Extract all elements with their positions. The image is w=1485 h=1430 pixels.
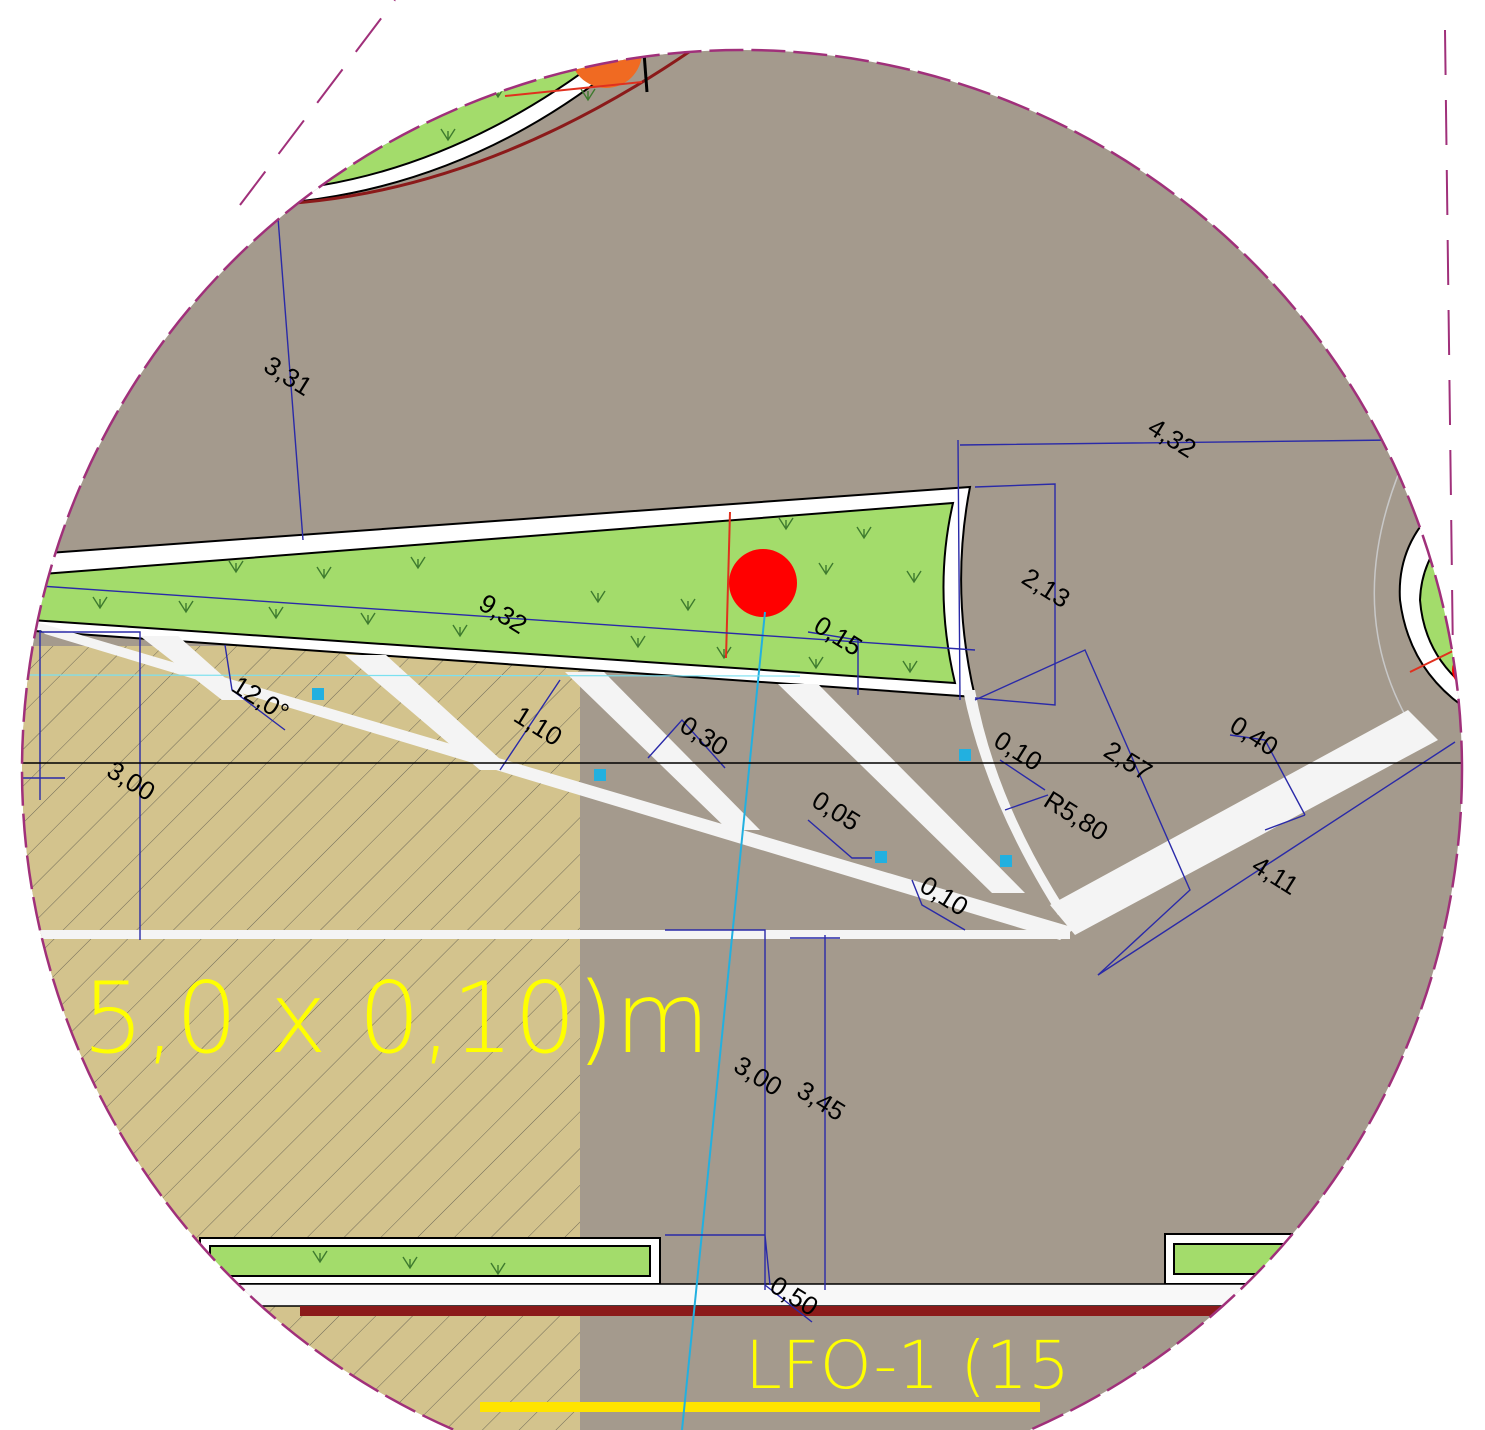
construction-guides	[239, 0, 1454, 661]
pipe-line	[681, 611, 766, 1430]
note-dimension-partial: 5,0 x 0,10)m	[82, 962, 710, 1076]
tree-orange-icon	[570, 50, 642, 88]
tree-red-icon	[729, 549, 797, 617]
planting-strip-bottom	[22, 1233, 1462, 1412]
note-lfo-partial: LFO-1 (15	[745, 1327, 1070, 1404]
detail-boundary-circle	[20, 48, 1464, 1430]
road-markings	[30, 620, 1438, 940]
drain-square-icon	[312, 688, 1012, 867]
